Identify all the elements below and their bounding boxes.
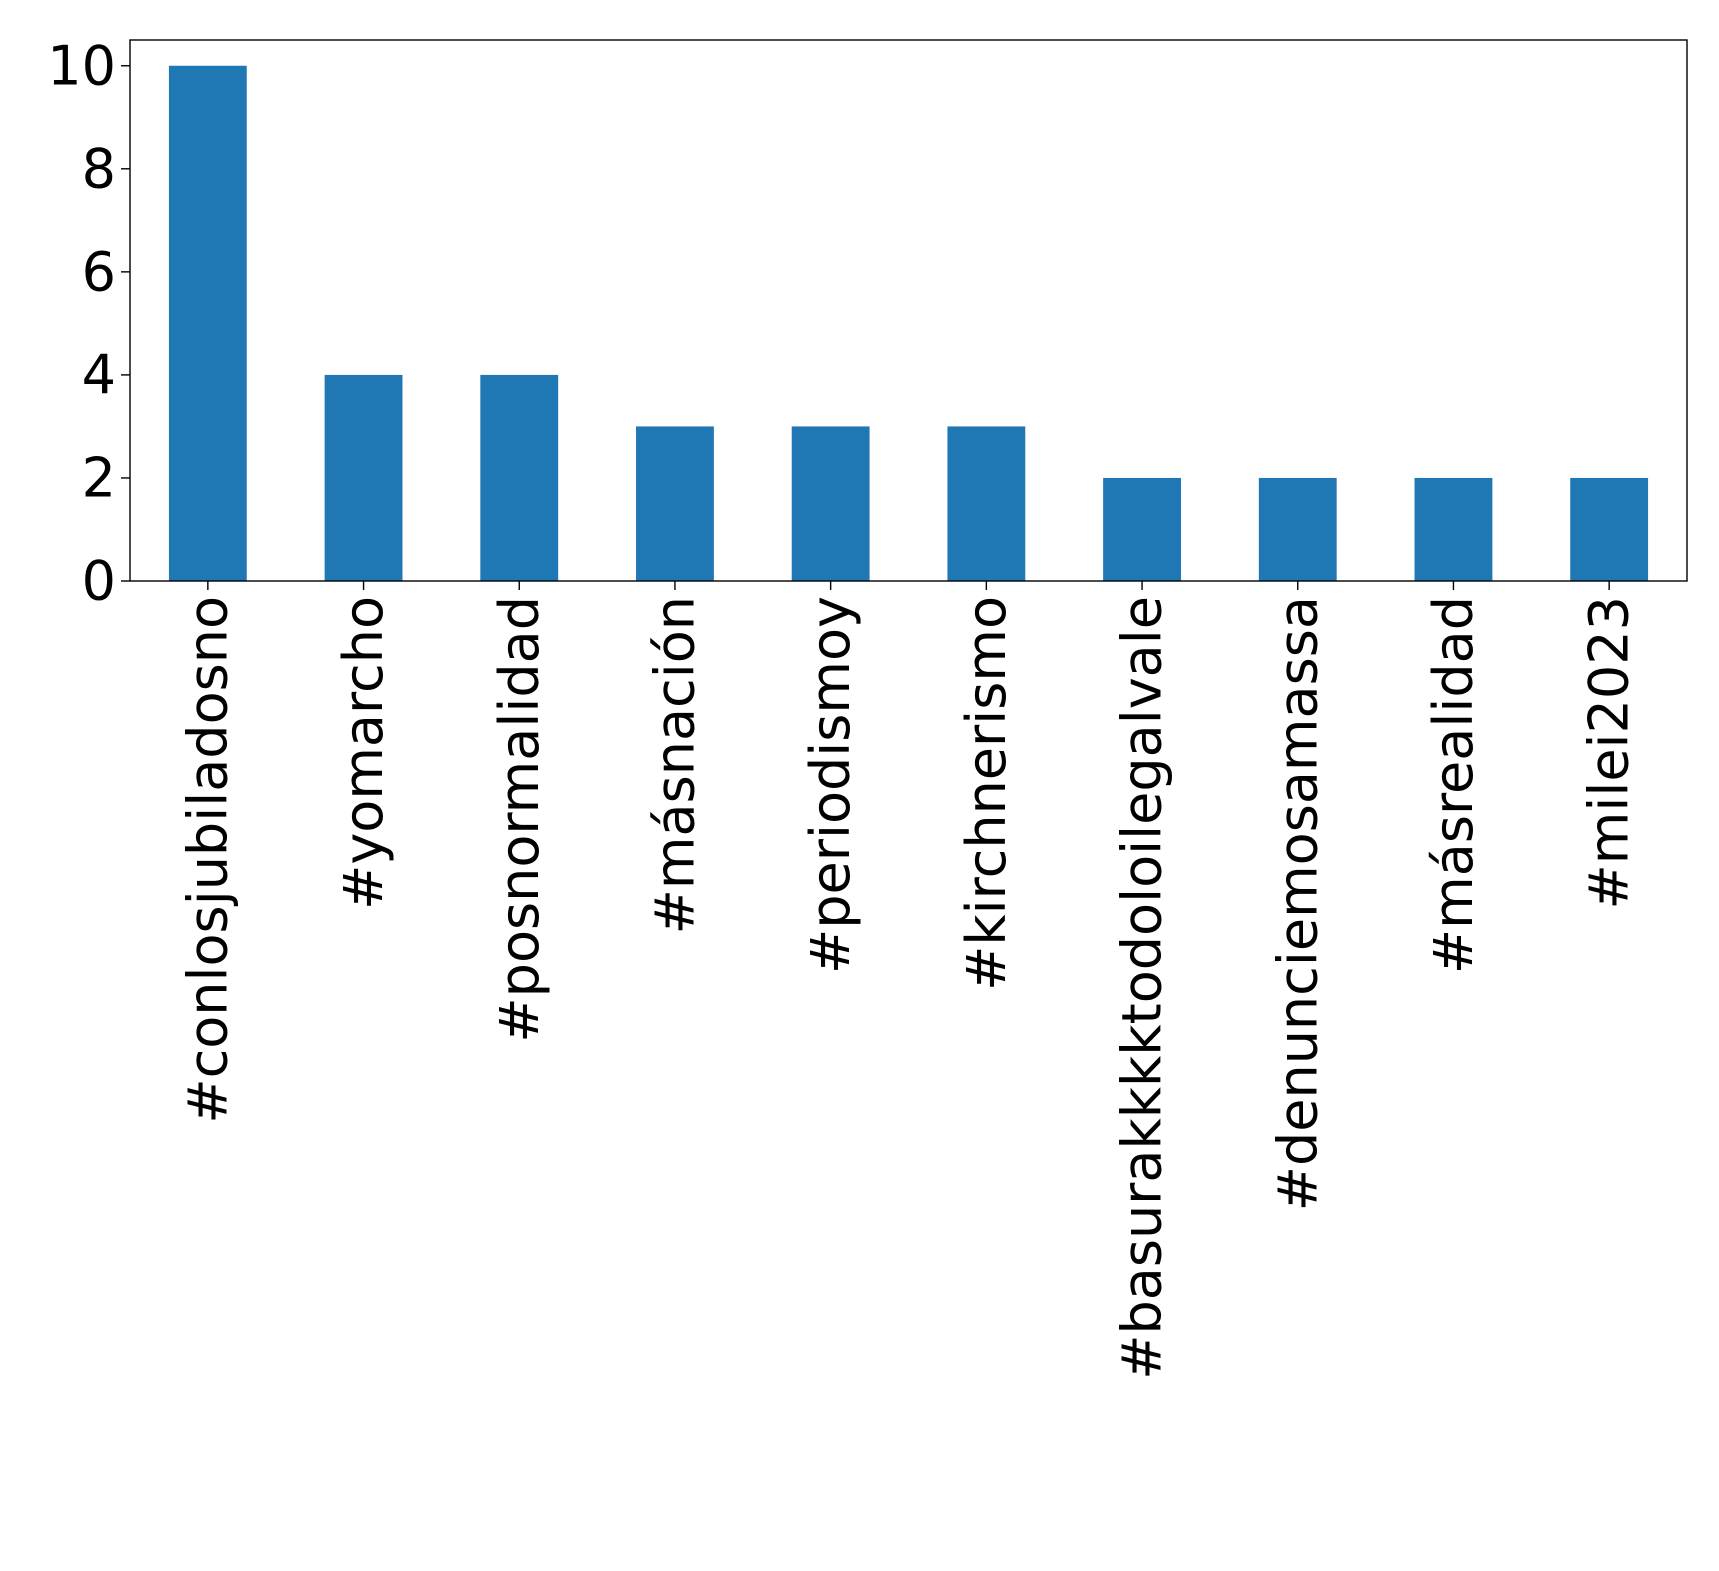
y-tick-label: 4 [82,343,116,406]
y-tick-label: 2 [82,446,116,509]
y-tick-label: 0 [82,550,116,613]
bar [168,65,247,581]
x-tick-label: #conlosjubiladosno [176,596,239,1124]
y-tick-label: 6 [82,240,116,303]
bar [1570,477,1649,581]
y-tick-label: 8 [82,137,116,200]
bar [1103,477,1181,581]
x-tick-label: #másnación [643,596,706,934]
x-axis: #conlosjubiladosno #yomarcho #posnormalida… [176,581,1641,1380]
x-tick-label: #posnormalidad [488,596,551,1043]
x-tick-label: #kirchnerismo [955,596,1018,991]
bars-group [168,65,1649,581]
y-axis: 0 2 4 6 8 10 [47,34,130,613]
bar [791,426,870,581]
x-tick-label: #milei2023 [1578,596,1641,910]
x-tick-label: #basurakkkktodoloilegalvale [1111,596,1174,1380]
x-tick-label: #denunciemosamassa [1266,596,1329,1211]
plot-frame [129,39,1688,582]
bar [1258,477,1337,581]
bar [480,374,559,581]
bar [324,374,403,581]
bar [1414,477,1493,581]
x-tick-label: #periodismoy [799,596,862,974]
bar [636,426,714,581]
bar [947,426,1026,581]
x-tick-label: #másrealidad [1422,596,1485,974]
y-tick-label: 10 [47,34,116,97]
x-tick-label: #yomarcho [332,596,395,910]
